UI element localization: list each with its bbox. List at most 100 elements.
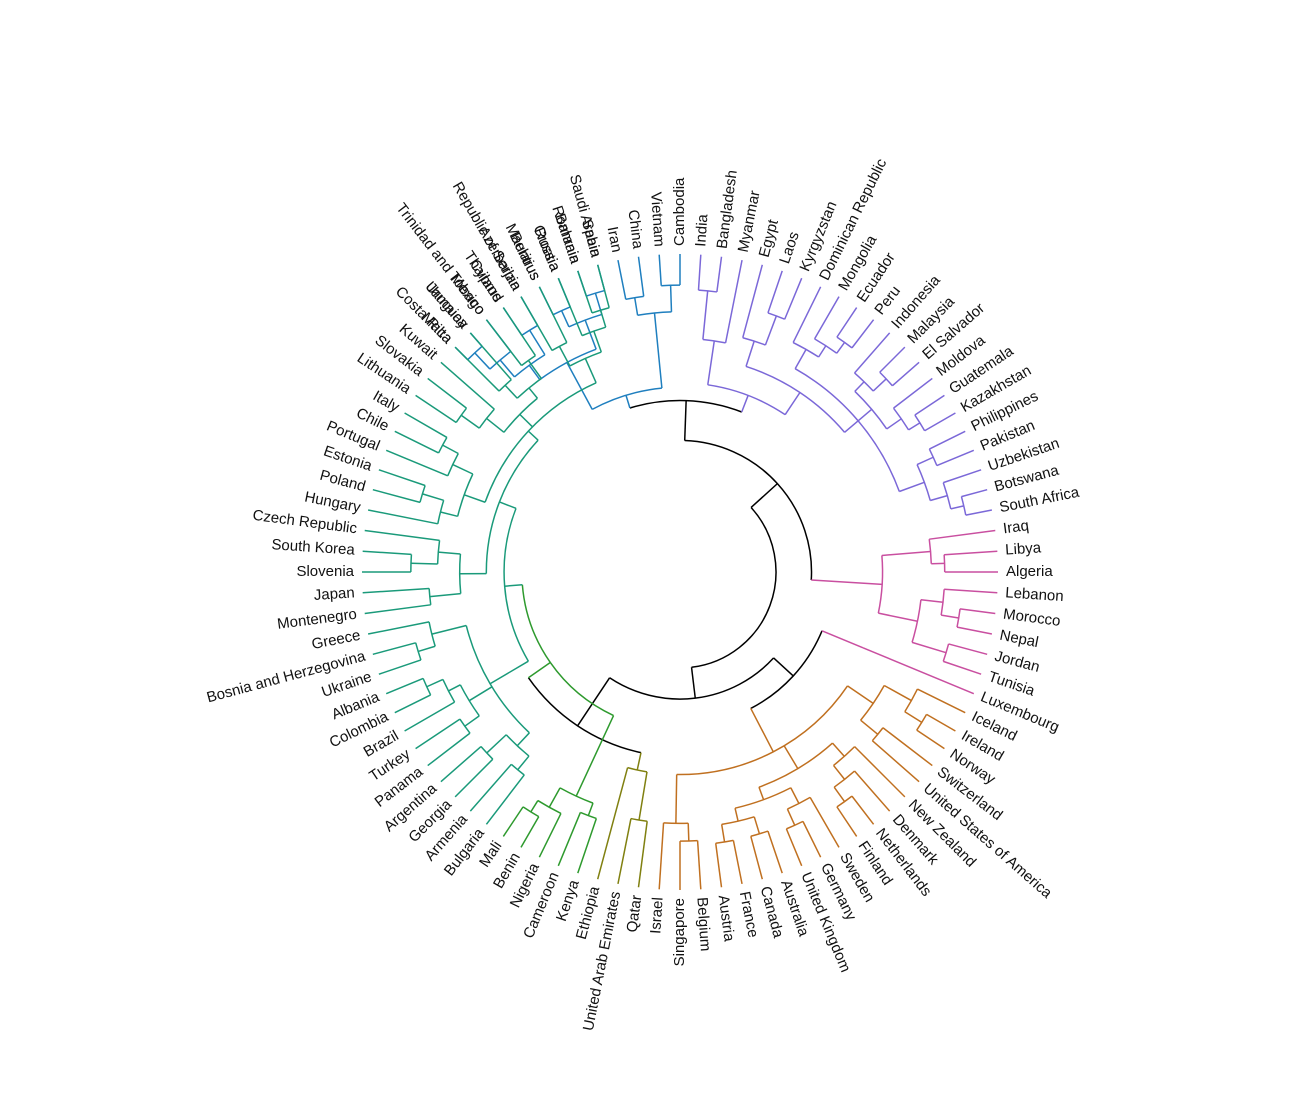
branch-segment-208 — [489, 660, 529, 685]
branch-segment-101 — [811, 579, 883, 586]
branch-segment-88 — [899, 481, 925, 493]
branch-segment-144 — [783, 745, 799, 769]
branch-segment-264 — [372, 488, 421, 504]
branch-segment-118 — [956, 626, 993, 635]
branch-segment-191 — [527, 661, 551, 679]
leaf-label-84: Slovenia — [296, 563, 354, 580]
branch-segment-151 — [853, 770, 891, 812]
branch-segment-57 — [767, 312, 785, 320]
branch-segment-107 — [943, 554, 946, 573]
branch-segment-282 — [528, 387, 538, 399]
branch-segment-203 — [522, 806, 540, 818]
branch-segment-129 — [750, 708, 774, 753]
branch-segment-61 — [794, 368, 901, 492]
branch-segment-158 — [790, 787, 800, 804]
branch-segment-219 — [440, 745, 482, 783]
branch-segment-3 — [683, 400, 687, 441]
branch-segment-130 — [676, 685, 849, 776]
branch-segment-142 — [882, 727, 933, 767]
branch-segment-247 — [362, 587, 430, 594]
branch-segment-102 — [877, 555, 884, 614]
branch-segment-60 — [844, 420, 859, 433]
branch-segment-84 — [908, 422, 921, 431]
branch-segment-131 — [847, 685, 874, 705]
branch-segment-58 — [767, 270, 783, 314]
branch-segment-232 — [385, 677, 424, 695]
branch-segment-198 — [557, 812, 582, 867]
branch-segment-134 — [904, 688, 919, 713]
branch-segment-53 — [745, 340, 755, 367]
leaf-label-59: Belgium — [693, 897, 714, 952]
branch-segment-121 — [948, 643, 988, 656]
branch-segment-291 — [502, 307, 537, 357]
branch-segment-167 — [753, 816, 761, 835]
leaf-label-12: Cambodia — [671, 177, 688, 246]
branch-segment-280 — [427, 377, 467, 409]
branch-segment-76 — [853, 332, 891, 374]
branch-segment-125 — [773, 657, 794, 677]
branch-segment-110 — [878, 612, 918, 622]
branch-segment-267 — [447, 453, 459, 477]
branch-segment-49 — [716, 256, 723, 293]
branch-segment-193 — [575, 715, 615, 797]
branch-segment-97 — [950, 505, 964, 510]
branch-segment-54 — [742, 337, 766, 346]
branch-segment-153 — [836, 795, 853, 808]
branch-segment-241 — [485, 439, 539, 574]
branch-segment-237 — [378, 659, 422, 675]
branch-segment-218 — [454, 758, 494, 798]
leaf-label-34: Iraq — [1002, 517, 1030, 537]
branch-segment-246 — [364, 604, 431, 615]
branch-segment-46 — [702, 290, 709, 340]
branch-segment-79 — [879, 346, 906, 373]
branch-segment-188 — [637, 821, 648, 888]
branch-segment-40 — [658, 254, 662, 286]
branch-segment-201 — [538, 813, 562, 858]
branch-segment-228 — [404, 701, 455, 732]
branch-segment-175 — [675, 774, 678, 824]
branch-segment-289 — [521, 354, 536, 367]
branch-segment-81 — [886, 418, 902, 430]
branch-segment-270 — [437, 437, 448, 454]
branch-segment-181 — [658, 822, 665, 890]
branch-segment-133 — [883, 684, 912, 702]
branch-segment-146 — [831, 742, 845, 757]
branch-segment-172 — [715, 839, 734, 845]
branch-segment-209 — [465, 625, 530, 734]
leaf-label-11: Vietnam — [647, 191, 668, 247]
branch-segment-286 — [454, 346, 500, 392]
branch-segment-34 — [633, 297, 639, 316]
branch-segment-225 — [415, 718, 461, 750]
branch-segment-233 — [431, 624, 467, 635]
branch-segment-281 — [440, 361, 495, 410]
leaf-label-36: Algeria — [1006, 563, 1053, 580]
branch-segment-95 — [942, 482, 952, 510]
branch-segment-279 — [415, 394, 457, 424]
branch-segment-220 — [468, 686, 493, 702]
branch-segment-253 — [362, 550, 412, 556]
branch-segment-62 — [794, 349, 807, 370]
branch-segment-152 — [833, 786, 846, 803]
branch-segment-229 — [426, 678, 444, 688]
branch-segment-162 — [786, 820, 804, 830]
branch-segment-186 — [638, 771, 648, 821]
branch-segment-39 — [661, 284, 681, 287]
branch-segment-294 — [558, 346, 571, 367]
branch-segment-177 — [687, 823, 690, 842]
branch-segment-136 — [904, 711, 923, 723]
branch-segment-301 — [599, 309, 607, 328]
branch-segment-268 — [385, 449, 449, 477]
branch-segment-205 — [502, 806, 524, 837]
branch-segment-150 — [833, 770, 856, 788]
branch-segment-251 — [410, 554, 413, 573]
branch-segment-7 — [566, 362, 593, 410]
branch-segment-123 — [690, 667, 697, 699]
branch-segment-182 — [576, 677, 611, 727]
branch-segment-74 — [854, 381, 865, 392]
branch-segment-6 — [591, 387, 662, 411]
branch-segment-2 — [684, 439, 813, 581]
branch-segment-223 — [459, 718, 471, 734]
leaf-label-39: Nepal — [998, 627, 1040, 651]
branch-segment-163 — [802, 821, 822, 858]
branch-segment-155 — [836, 806, 858, 837]
